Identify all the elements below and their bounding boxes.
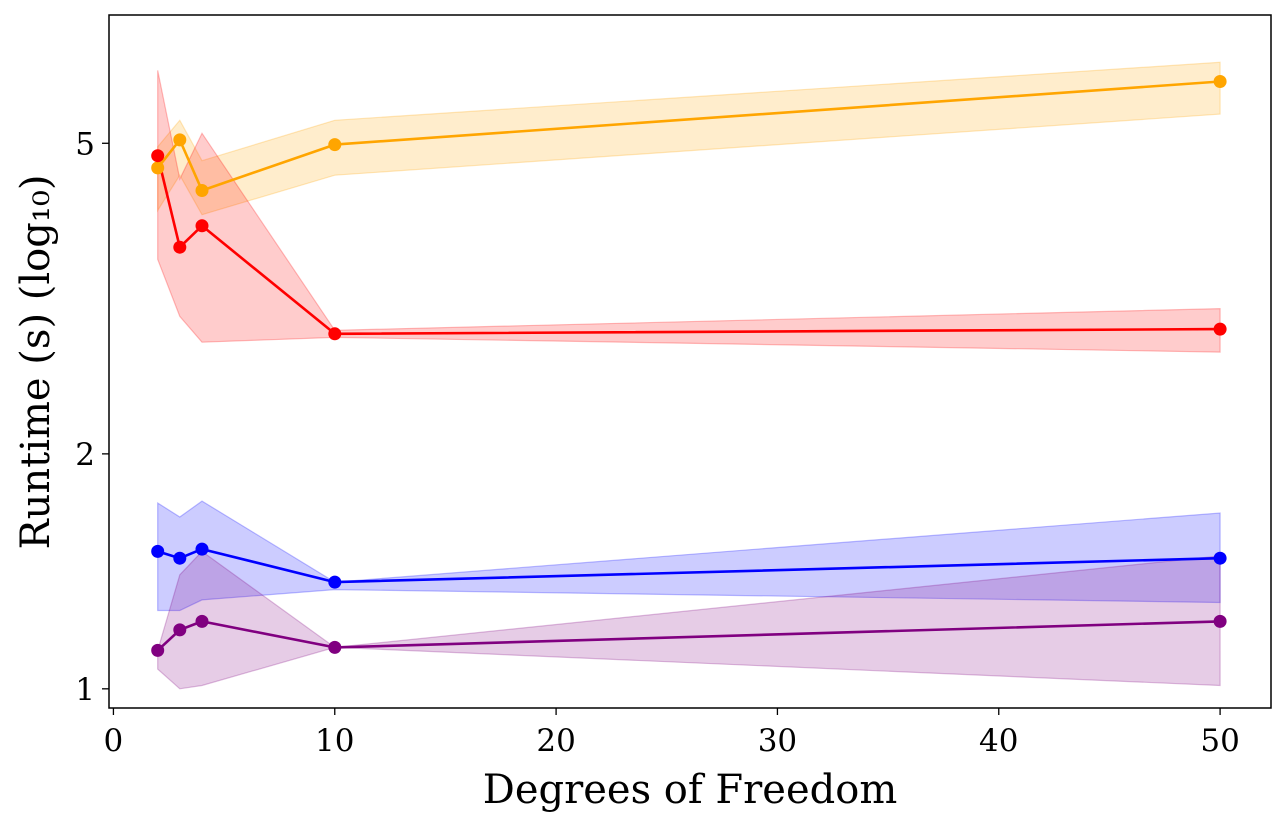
series-0-point [173,133,187,147]
y-tick-label: 2 [75,437,95,473]
series-2-band [157,500,1221,612]
x-tick-label: 40 [979,723,1018,759]
x-tick-label: 30 [758,723,797,759]
confidence-bands [157,61,1221,690]
series-0-point [195,184,209,197]
series-2-point [151,544,165,558]
series-3-point [151,643,165,657]
series-3-point [1213,614,1227,628]
x-tick-label: 50 [1200,723,1239,759]
series-1-band [157,70,1221,353]
series-0-band [157,61,1221,216]
series-0-point [151,161,165,175]
series-2-point [1213,551,1227,565]
series-0-point [1213,75,1227,88]
y-axis-ticks: 1 2 5 [75,126,109,708]
y-axis-title: Runtime (s) (log₁₀) [13,174,59,549]
x-tick-label: 10 [315,723,354,759]
series-1-point [173,240,187,254]
series-2-point [195,542,209,556]
series-2-point [328,575,342,589]
x-axis-title: Degrees of Freedom [483,767,898,813]
series-0-point [328,138,342,152]
y-tick-label: 5 [75,126,95,162]
series-points [151,75,1227,657]
x-tick-label: 20 [536,723,575,759]
x-axis-ticks: 0 10 20 30 40 50 [104,708,1240,759]
series-1-point [151,149,165,163]
plot-frame [108,14,1272,709]
series-1-point [195,219,209,233]
y-tick-label: 1 [75,672,95,708]
series-3-point [195,614,209,628]
series-3-point [328,640,342,654]
series-1-point [1213,322,1227,336]
series-1-point [328,327,342,341]
series-3-band [157,550,1221,690]
series-2-point [173,551,187,565]
series-3-point [173,623,187,637]
x-tick-label: 0 [104,723,124,759]
